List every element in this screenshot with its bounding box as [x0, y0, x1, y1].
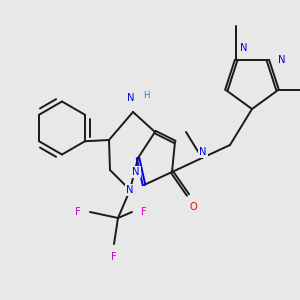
- Text: F: F: [75, 207, 81, 217]
- Text: N: N: [278, 55, 286, 65]
- Text: F: F: [141, 207, 147, 217]
- Text: O: O: [189, 202, 197, 212]
- Text: N: N: [199, 147, 207, 157]
- Text: F: F: [111, 252, 117, 262]
- Text: H: H: [143, 92, 149, 100]
- Text: N: N: [240, 43, 248, 53]
- Text: N: N: [132, 167, 140, 177]
- Text: N: N: [127, 93, 135, 103]
- Text: N: N: [126, 185, 134, 195]
